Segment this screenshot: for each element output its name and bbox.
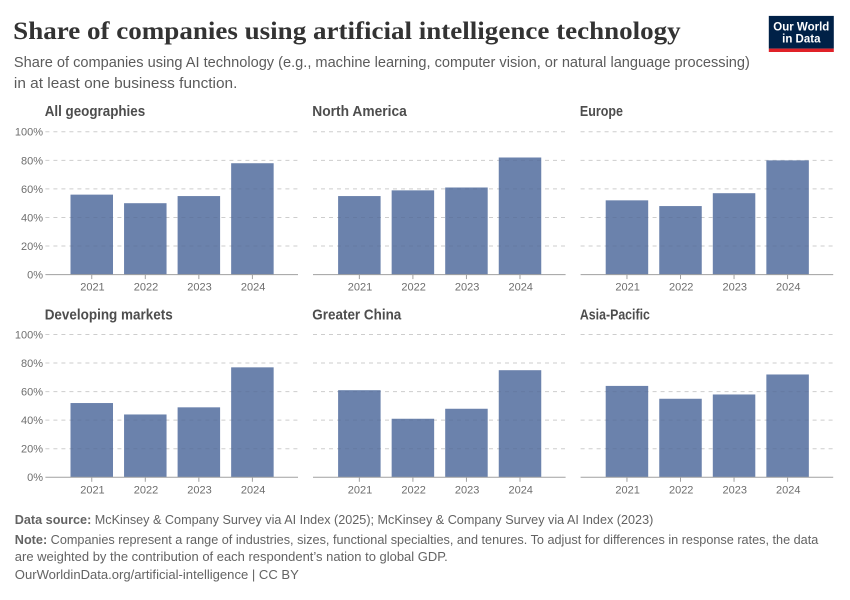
svg-text:Share of companies using artif: Share of companies using artificial inte… [13, 18, 681, 45]
svg-text:40%: 40% [21, 212, 43, 224]
svg-text:Data source: McKinsey & Compan: Data source: McKinsey & Company Survey v… [15, 512, 654, 527]
svg-text:in at least one business funct: in at least one business function. [14, 75, 238, 92]
svg-text:2022: 2022 [669, 282, 693, 294]
svg-text:20%: 20% [21, 241, 43, 253]
svg-text:Developing markets: Developing markets [45, 306, 173, 323]
svg-text:2024: 2024 [776, 485, 800, 497]
svg-text:2023: 2023 [723, 485, 747, 497]
svg-text:2022: 2022 [669, 485, 693, 497]
svg-text:2023: 2023 [723, 282, 747, 294]
svg-text:OurWorldinData.org/artificial-: OurWorldinData.org/artificial-intelligen… [15, 567, 299, 582]
svg-text:100%: 100% [15, 329, 43, 341]
svg-text:2024: 2024 [508, 485, 532, 497]
svg-text:2024: 2024 [241, 485, 265, 497]
svg-text:Share of companies using AI te: Share of companies using AI technology (… [14, 54, 750, 71]
svg-text:Europe: Europe [580, 103, 623, 120]
svg-text:40%: 40% [21, 415, 43, 427]
svg-text:2023: 2023 [455, 485, 479, 497]
svg-text:2022: 2022 [134, 282, 158, 294]
svg-text:2021: 2021 [80, 485, 104, 497]
svg-text:2022: 2022 [134, 485, 158, 497]
svg-text:2021: 2021 [80, 282, 104, 294]
svg-text:Note: Companies represent a ra: Note: Companies represent a range of ind… [15, 532, 819, 547]
svg-text:2021: 2021 [615, 485, 639, 497]
svg-text:Greater China: Greater China [312, 306, 402, 323]
svg-text:2022: 2022 [401, 485, 425, 497]
svg-text:80%: 80% [21, 155, 43, 167]
svg-text:0%: 0% [27, 472, 43, 484]
svg-text:80%: 80% [21, 358, 43, 370]
svg-text:20%: 20% [21, 444, 43, 456]
svg-text:2021: 2021 [615, 282, 639, 294]
svg-text:in Data: in Data [782, 34, 821, 46]
svg-text:2024: 2024 [508, 282, 532, 294]
svg-text:2022: 2022 [401, 282, 425, 294]
svg-text:60%: 60% [21, 387, 43, 399]
svg-text:Asia-Pacific: Asia-Pacific [580, 306, 650, 323]
svg-text:100%: 100% [15, 127, 43, 139]
svg-text:2021: 2021 [348, 485, 372, 497]
svg-text:2024: 2024 [776, 282, 800, 294]
svg-text:2024: 2024 [241, 282, 265, 294]
svg-text:North America: North America [312, 103, 407, 120]
svg-text:2023: 2023 [187, 485, 211, 497]
svg-text:0%: 0% [27, 270, 43, 282]
svg-text:All geographies: All geographies [45, 103, 146, 120]
svg-text:2023: 2023 [455, 282, 479, 294]
svg-text:are weighted by the contributi: are weighted by the contribution of each… [15, 549, 448, 564]
svg-text:Our World: Our World [773, 22, 829, 34]
svg-text:2023: 2023 [187, 282, 211, 294]
svg-text:2021: 2021 [348, 282, 372, 294]
svg-text:60%: 60% [21, 184, 43, 196]
